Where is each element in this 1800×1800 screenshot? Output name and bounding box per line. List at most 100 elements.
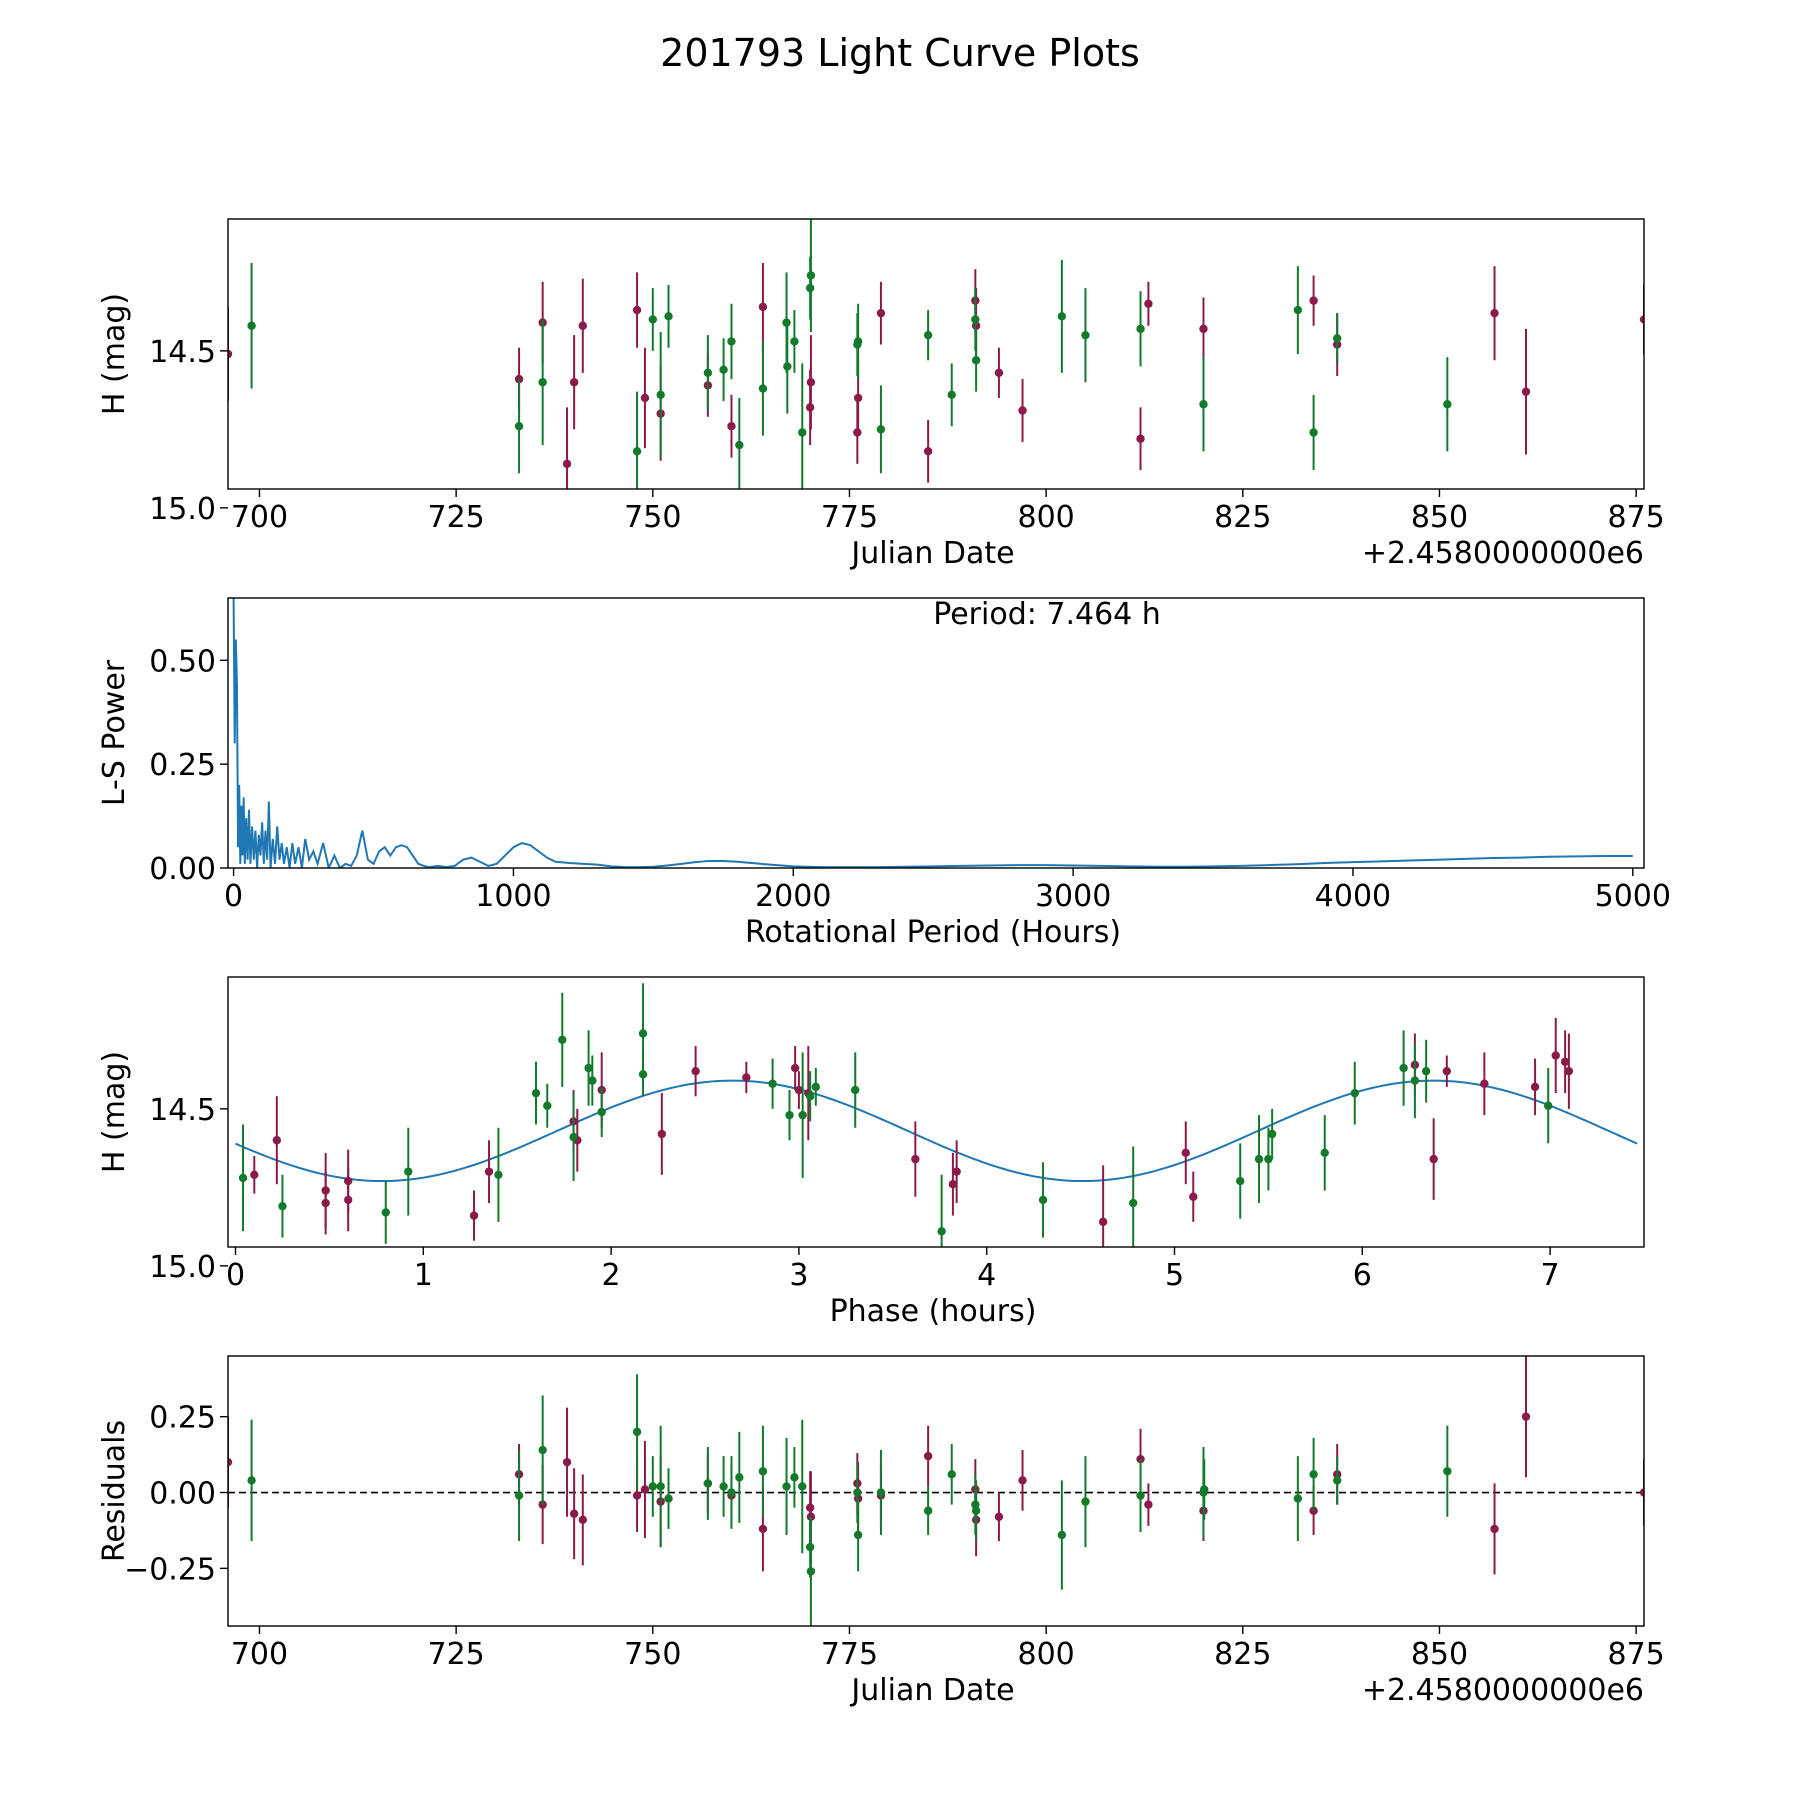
axes-frame [227, 976, 1645, 1248]
y-tick-label: 0.25 [149, 748, 216, 783]
x-tick-label: 7 [1541, 1258, 1560, 1293]
data-point [1057, 1530, 1067, 1540]
data-point [971, 356, 981, 365]
data-point [811, 1082, 821, 1092]
x-tick-label: 850 [1411, 500, 1468, 535]
x-tick-label: 4000 [1315, 879, 1391, 914]
data-point [1144, 1500, 1153, 1509]
x-axis-label: Julian Date [849, 536, 1014, 571]
data-point [632, 1491, 642, 1500]
data-point [1144, 299, 1153, 308]
axes-frame [227, 597, 1645, 869]
data-point [1136, 434, 1145, 443]
data-point [531, 1088, 541, 1098]
data-point [790, 337, 799, 346]
y-tick-label: 15.0 [149, 1250, 216, 1285]
data-point [381, 1208, 390, 1217]
panel-phased: 0 1 2 3 4 5 6 7 15.0 14.5 Phase (hours) H (mag) [97, 976, 1645, 1329]
data-point [1254, 1154, 1264, 1164]
data-point [569, 1132, 578, 1142]
data-point [278, 1201, 287, 1211]
data-point [1293, 1494, 1303, 1503]
x-tick-label: 750 [624, 500, 681, 535]
plot-area-lightcurve [228, 219, 1644, 489]
axes-frame [227, 218, 1645, 490]
x-tick-label: 1000 [475, 879, 551, 914]
data-point [923, 447, 933, 456]
data-point [238, 1173, 248, 1183]
data-point [657, 1129, 667, 1139]
y-tick-label: 0.00 [149, 1477, 216, 1512]
data-point [1236, 1176, 1245, 1186]
data-point [1443, 400, 1452, 409]
x-tick-label: 3 [789, 1258, 808, 1293]
data-point [727, 422, 736, 431]
data-point [806, 271, 816, 280]
data-point [798, 1482, 807, 1491]
data-point [1410, 1076, 1420, 1085]
data-point [806, 1567, 816, 1576]
data-point [1199, 324, 1208, 334]
y-axis-label: H (mag) [97, 1051, 132, 1173]
data-point [569, 1509, 579, 1518]
data-point [1136, 324, 1145, 334]
data-point [742, 1073, 751, 1082]
data-point [1320, 1148, 1329, 1158]
data-point [656, 390, 665, 400]
x-axis-label: Julian Date [849, 1673, 1014, 1708]
power-line [232, 598, 1633, 868]
x-offset-label: +2.4580000000e6 [1362, 536, 1644, 571]
y-axis-label: Residuals [97, 1420, 132, 1562]
data-point [632, 305, 642, 315]
data-point [876, 308, 886, 318]
data-point [494, 1170, 503, 1179]
data-point [584, 1063, 593, 1073]
x-tick-label: 800 [1018, 500, 1075, 535]
data-point [911, 1154, 920, 1164]
data-point [228, 349, 233, 359]
data-point [1309, 428, 1318, 437]
y-tick-label: 15.0 [149, 492, 216, 527]
data-point [805, 1092, 815, 1101]
data-point [794, 1085, 804, 1095]
data-point [1530, 1082, 1540, 1092]
data-point [1081, 1497, 1090, 1506]
data-point [758, 302, 768, 312]
x-tick-label: 700 [231, 1637, 288, 1672]
data-point [1639, 315, 1644, 324]
data-point [640, 1485, 650, 1494]
data-point [1264, 1154, 1273, 1164]
x-axis-label: Rotational Period (Hours) [745, 915, 1121, 950]
x-tick-label: 2000 [755, 879, 831, 914]
data-point [923, 330, 933, 340]
data-point [1560, 1057, 1570, 1066]
data-point [1081, 330, 1090, 340]
plot-area-residuals [228, 1356, 1644, 1626]
data-point [1429, 1154, 1438, 1164]
data-point [798, 428, 807, 437]
data-point [758, 384, 768, 393]
data-point [562, 1457, 572, 1467]
data-point [1350, 1088, 1359, 1098]
data-point [947, 390, 956, 400]
data-point [948, 1180, 958, 1189]
data-point [569, 378, 579, 387]
data-point [250, 1170, 259, 1179]
y-tick-label: 0.25 [149, 1401, 216, 1436]
data-point [735, 440, 744, 450]
data-point [1309, 296, 1318, 305]
data-point [1333, 1476, 1342, 1485]
data-point [247, 321, 256, 330]
data-point [1490, 308, 1499, 318]
data-point [853, 337, 863, 346]
data-point [758, 1524, 768, 1534]
x-tick-label: 725 [428, 500, 485, 535]
plot-area-periodogram [232, 598, 1633, 868]
data-point [790, 1473, 799, 1482]
data-point [656, 1482, 665, 1491]
data-point [853, 1530, 863, 1540]
data-point [691, 1066, 700, 1076]
data-point [1564, 1066, 1574, 1076]
data-point [768, 1079, 777, 1088]
x-tick-label: 0 [226, 1258, 245, 1293]
